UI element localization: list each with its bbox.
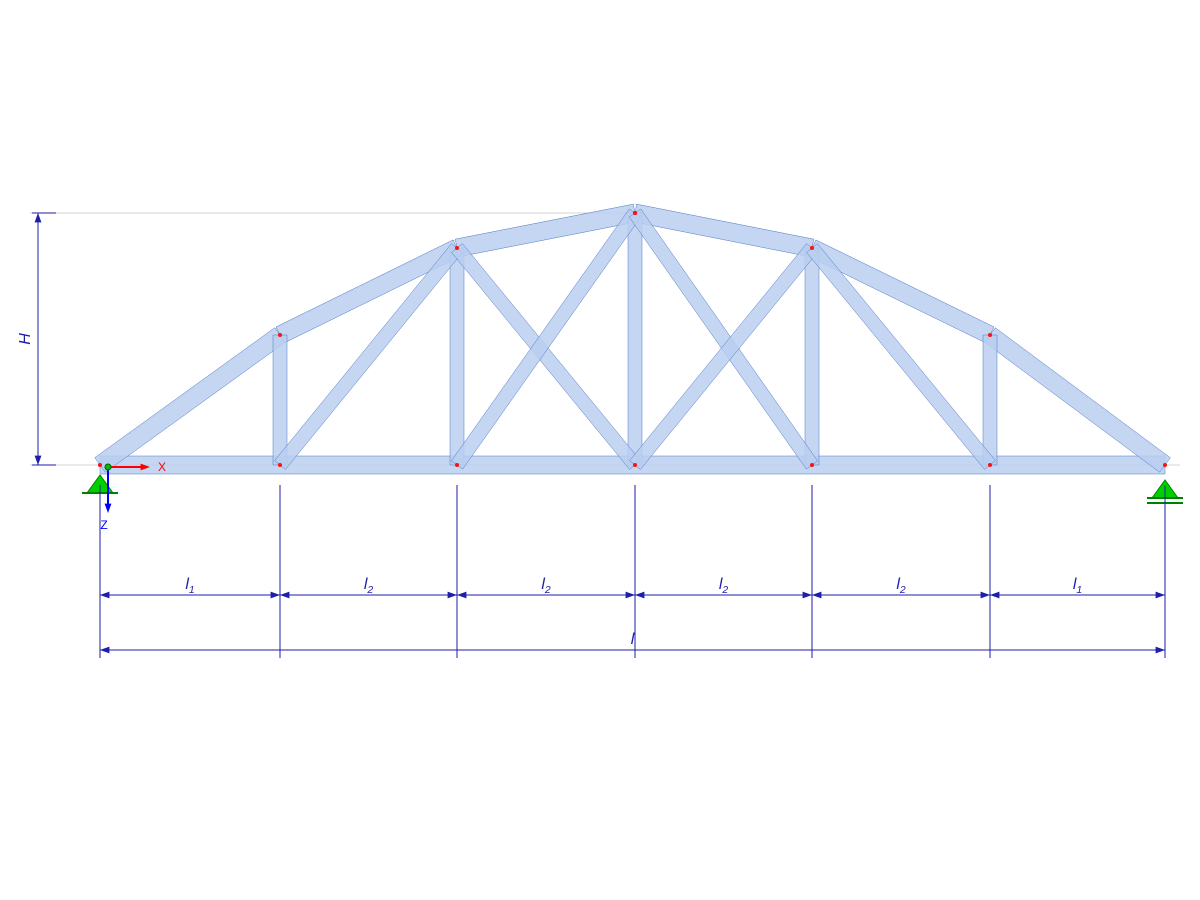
axis-x-label: X <box>158 460 166 474</box>
dimension-label: l <box>631 631 635 648</box>
vertical <box>628 213 642 465</box>
vertical <box>983 335 997 465</box>
vertical <box>450 248 464 465</box>
vertical <box>805 248 819 465</box>
dimension-height-label: H <box>17 333 34 345</box>
vertical <box>273 335 287 465</box>
axis-z-label: Z <box>100 518 107 532</box>
